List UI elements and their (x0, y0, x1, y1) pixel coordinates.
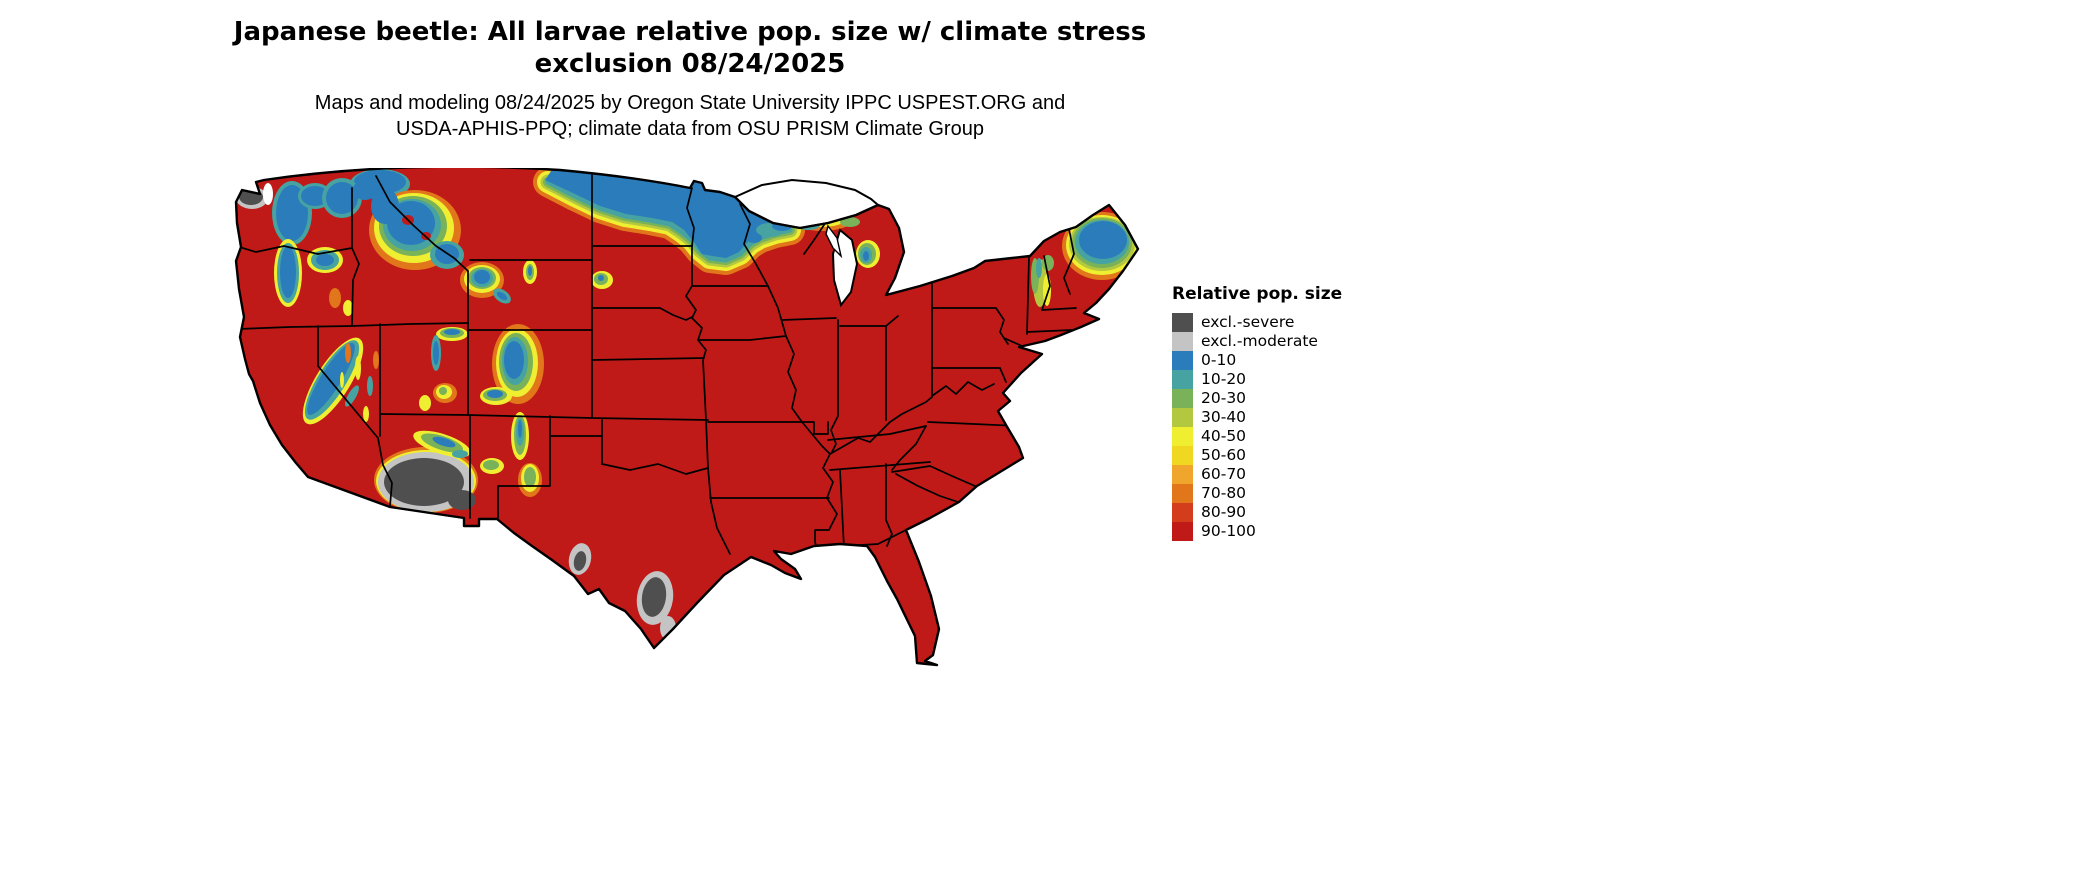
legend-swatch (1172, 370, 1193, 389)
figure-title-line2: exclusion 08/24/2025 (534, 49, 846, 79)
legend-label: 80-90 (1201, 503, 1247, 521)
map-raster (236, 166, 1138, 666)
map-legend: Relative pop. size excl.-severe excl.-mo… (1172, 284, 1342, 541)
legend-swatch (1172, 446, 1193, 465)
legend-label: 50-60 (1201, 446, 1247, 464)
legend-label: 60-70 (1201, 465, 1247, 483)
figure-subtitle: Maps and modeling 08/24/2025 by Oregon S… (40, 90, 1340, 142)
legend-swatch (1172, 313, 1193, 332)
legend-label: excl.-severe (1201, 313, 1295, 331)
legend-swatch (1172, 408, 1193, 427)
us-outline (234, 165, 1140, 667)
legend-swatch (1172, 484, 1193, 503)
legend-item: 40-50 (1172, 427, 1342, 446)
legend-item: 70-80 (1172, 484, 1342, 503)
legend-item: excl.-severe (1172, 313, 1342, 332)
legend-label: 90-100 (1201, 522, 1256, 540)
legend-item: 0-10 (1172, 351, 1342, 370)
legend-item: 30-40 (1172, 408, 1342, 427)
figure-title: Japanese beetle: All larvae relative pop… (40, 16, 1340, 80)
legend-item: 90-100 (1172, 522, 1342, 541)
map-raster-patches (236, 166, 1138, 640)
legend-title: Relative pop. size (1172, 284, 1343, 304)
legend-label: 20-30 (1201, 389, 1247, 407)
legend-swatch (1172, 503, 1193, 522)
legend-item: 20-30 (1172, 389, 1342, 408)
legend-item: 50-60 (1172, 446, 1342, 465)
figure-subtitle-line2: USDA-APHIS-PPQ; climate data from OSU PR… (396, 118, 984, 140)
legend-swatch (1172, 522, 1193, 541)
legend-item: 10-20 (1172, 370, 1342, 389)
legend-label: 40-50 (1201, 427, 1247, 445)
legend-swatch (1172, 332, 1193, 351)
legend-item: 60-70 (1172, 465, 1342, 484)
legend-label: 70-80 (1201, 484, 1247, 502)
legend-item: excl.-moderate (1172, 332, 1342, 351)
legend-swatch (1172, 351, 1193, 370)
legend-label: 30-40 (1201, 408, 1247, 426)
legend-item: 80-90 (1172, 503, 1342, 522)
us-map-svg (234, 165, 1140, 667)
state-borders (236, 173, 1077, 555)
legend-swatch (1172, 427, 1193, 446)
us-map (230, 165, 1150, 673)
legend-label: 10-20 (1201, 370, 1247, 388)
legend-swatch (1172, 465, 1193, 484)
legend-swatch (1172, 389, 1193, 408)
figure-title-line1: Japanese beetle: All larvae relative pop… (233, 17, 1147, 47)
legend-label: excl.-moderate (1201, 332, 1318, 350)
legend-label: 0-10 (1201, 351, 1237, 369)
figure-subtitle-line1: Maps and modeling 08/24/2025 by Oregon S… (314, 92, 1066, 114)
green-bay (825, 224, 843, 259)
